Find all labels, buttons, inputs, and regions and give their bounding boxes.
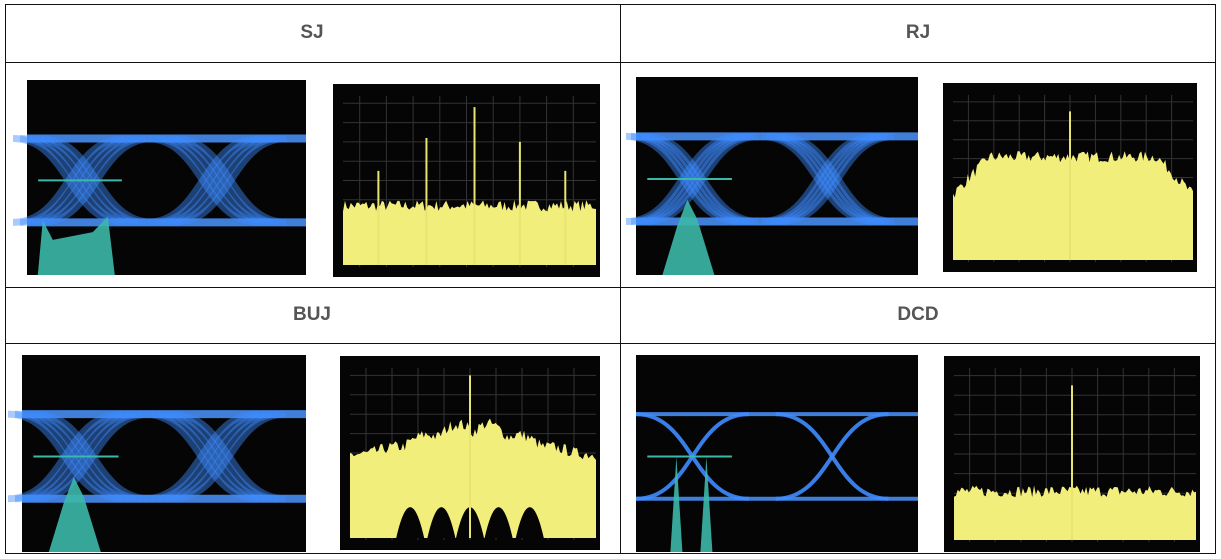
spectrum <box>944 356 1200 552</box>
eye-trace <box>151 410 266 503</box>
eye-trace <box>158 410 273 503</box>
eye-trace <box>146 135 259 226</box>
eye-trace <box>781 132 895 226</box>
eye-trace <box>761 132 875 226</box>
noise-floor <box>343 199 596 265</box>
eye-trace <box>776 132 890 226</box>
spectrum <box>340 356 600 550</box>
eye-trace <box>775 412 889 501</box>
column-header: DCD <box>897 304 938 325</box>
eye-trace <box>158 410 273 503</box>
eye-trace <box>153 135 266 226</box>
eye-diagram <box>635 355 918 552</box>
null-arch <box>515 507 544 538</box>
eye-trace <box>771 132 885 226</box>
histogram <box>48 477 101 552</box>
eye-trace <box>165 410 280 503</box>
eye-trace <box>771 132 885 226</box>
eye-trace <box>167 135 280 226</box>
column-header: RJ <box>906 22 930 43</box>
eye-diagram <box>12 80 306 275</box>
eye-trace <box>761 132 875 226</box>
null-arch <box>396 507 425 538</box>
eye-trace <box>766 132 880 226</box>
eye-trace <box>151 410 266 503</box>
eye-trace <box>144 410 259 503</box>
null-arch <box>484 507 513 538</box>
screen <box>636 355 918 552</box>
eye-trace <box>153 135 266 226</box>
eye-trace <box>172 410 287 503</box>
eye-trace <box>144 410 259 503</box>
null-arch <box>427 507 456 538</box>
eye-diagram <box>7 355 306 552</box>
eye-trace <box>174 135 287 226</box>
eye-trace <box>160 135 273 226</box>
table-borders <box>5 4 1216 554</box>
eye-trace <box>172 410 287 503</box>
eye-trace <box>174 135 287 226</box>
spectrum <box>943 83 1197 272</box>
eye-trace <box>165 410 280 503</box>
histogram <box>37 216 115 275</box>
noise-floor <box>954 485 1196 540</box>
histogram <box>670 456 713 552</box>
eye-trace <box>146 135 259 226</box>
eye-trace <box>776 132 890 226</box>
spectrum <box>333 84 600 277</box>
eye-trace <box>167 135 280 226</box>
noise-floor <box>953 151 1193 260</box>
eye-diagram <box>625 77 918 275</box>
column-header: BUJ <box>293 304 331 325</box>
histogram <box>662 199 715 275</box>
eye-trace <box>781 132 895 226</box>
eye-trace <box>766 132 880 226</box>
column-header: SJ <box>300 22 323 43</box>
eye-trace <box>160 135 273 226</box>
